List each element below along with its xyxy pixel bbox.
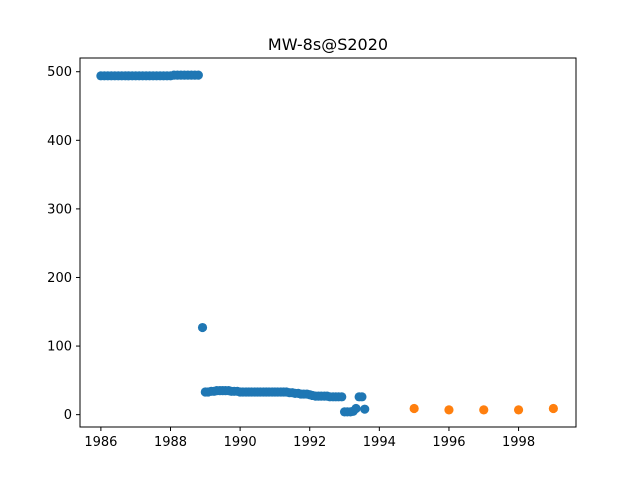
data-point	[479, 405, 489, 415]
y-tick-label: 400	[47, 134, 72, 149]
data-point	[513, 405, 524, 415]
x-tick-label: 1990	[224, 435, 257, 450]
data-point	[357, 392, 367, 402]
y-tick-label: 300	[47, 202, 72, 217]
y-tick-label: 200	[47, 271, 72, 286]
data-point	[360, 404, 370, 414]
data-point	[409, 403, 419, 414]
x-tick-label: 1996	[432, 435, 465, 450]
x-tick-label: 1998	[502, 435, 535, 450]
axes: 1986 1988 1990 1992 1994 1996 1998 0 100 200 300 40…	[47, 57, 577, 450]
data-point	[337, 392, 347, 402]
x-tick-label: 1994	[363, 435, 396, 450]
data-point	[351, 403, 361, 414]
y-tick-label: 500	[47, 65, 72, 80]
plot-frame	[79, 57, 577, 428]
data-point	[444, 405, 454, 415]
x-tick-label: 1992	[293, 435, 326, 450]
y-tick-label: 100	[47, 340, 72, 355]
x-tick-label: 1988	[154, 435, 187, 450]
plot-area	[96, 70, 558, 417]
x-tick-label: 1986	[84, 435, 117, 450]
data-point	[193, 70, 203, 80]
data-point	[197, 322, 208, 333]
chart-title: MW-8s@S2020	[268, 35, 388, 54]
data-point	[548, 403, 558, 414]
y-tick-label: 0	[64, 408, 72, 423]
